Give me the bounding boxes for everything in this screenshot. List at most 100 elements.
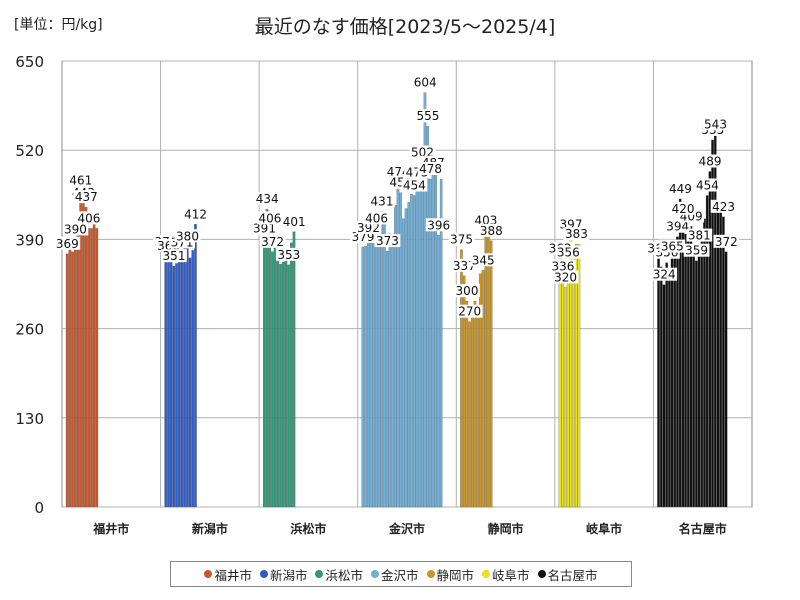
bar [465,301,469,508]
bar [281,261,285,508]
bar [724,251,728,508]
y-tick-label: 130 [15,410,44,428]
data-label: 383 [565,227,588,241]
data-label-bg [54,236,81,250]
bar [673,242,677,508]
data-label: 324 [653,268,676,282]
x-tick-label: 岐阜市 [586,521,622,536]
bar [662,284,666,508]
data-label-bg [694,178,721,192]
data-label: 454 [696,179,719,193]
bar [678,198,682,508]
data-label-bg [62,222,89,236]
legend-dot-icon [426,570,435,578]
x-tick-label: 浜松市 [290,521,326,536]
data-label-bg [473,213,499,227]
y-tick-label: 0 [34,499,44,517]
bar [418,187,421,508]
data-label-bg [697,154,723,168]
bar [415,182,419,508]
data-label: 381 [688,229,711,243]
data-label: 336 [551,260,574,274]
data-label: 434 [256,192,279,206]
bar [681,218,685,508]
bar [366,237,370,508]
legend-dot-icon [370,570,379,578]
data-label: 390 [64,222,87,236]
bar [82,202,85,508]
bar [412,195,416,508]
bar-chart: 0130260390520650369390461443437406福井市372… [15,53,753,536]
unit-label: [単位：円/kg] [14,17,103,33]
bar [175,263,178,508]
legend-item: 新潟市 [259,565,308,584]
bar [194,224,197,508]
data-label-bg [456,304,483,318]
bar [399,192,402,508]
bar [719,207,722,508]
bar [687,240,690,508]
bar [73,239,77,508]
bar [84,207,88,508]
bar [263,238,266,508]
y-tick-label: 390 [15,231,44,249]
data-label: 372 [715,235,738,249]
data-label: 406 [365,211,388,225]
data-label: 320 [554,270,577,284]
data-label-bg [182,207,209,221]
chart-legend: 福井市 新潟市 浜松市 金沢市 静岡市 岐阜市 名古屋市 [170,561,632,587]
data-label: 454 [403,179,426,193]
legend-label: 浜松市 [325,567,363,583]
data-label: 474 [387,165,410,179]
legend-item: 岐阜市 [482,565,530,584]
bar [473,301,477,508]
data-label-bg [448,232,475,246]
y-tick-label: 260 [15,321,44,339]
bar [692,247,695,508]
data-label: 337 [453,259,476,273]
data-label: 300 [456,284,479,298]
legend-label: 新潟市 [269,567,308,583]
bar [487,235,490,508]
data-label-bg [555,245,582,259]
data-label: 555 [416,109,439,123]
data-label: 373 [376,234,399,248]
data-label: 369 [56,237,79,251]
legend-item: 名古屋市 [537,565,598,584]
bar [271,251,274,508]
bar [169,261,173,508]
data-label-bg [257,211,283,225]
data-label-bg [664,219,691,233]
bar [90,228,93,508]
bar [284,251,288,508]
data-label-bg [713,234,740,248]
data-label: 543 [704,117,727,131]
data-label: 391 [253,222,276,236]
bar [404,208,408,508]
data-label-bg [478,223,505,237]
data-label: 604 [414,76,437,90]
data-label: 375 [450,233,473,247]
bar [423,92,427,508]
bar [191,250,194,508]
data-label: 345 [472,253,495,267]
bar [364,246,367,508]
data-label-bg [702,117,729,131]
data-label: 270 [458,305,481,319]
bar [577,244,581,508]
bar [276,242,280,508]
bar [429,178,432,508]
data-label-bg [363,211,390,225]
data-label-bg [254,192,281,206]
bar [426,126,429,508]
data-label-bg [552,270,579,284]
data-label: 372 [261,235,284,249]
data-label-bg [425,218,452,232]
bar [372,211,375,508]
data-label: 392 [357,221,380,235]
data-label: 365 [661,240,684,254]
bar [481,270,485,508]
bar [71,251,74,508]
legend-label: 金沢市 [380,567,419,583]
data-label-bg [409,145,436,159]
